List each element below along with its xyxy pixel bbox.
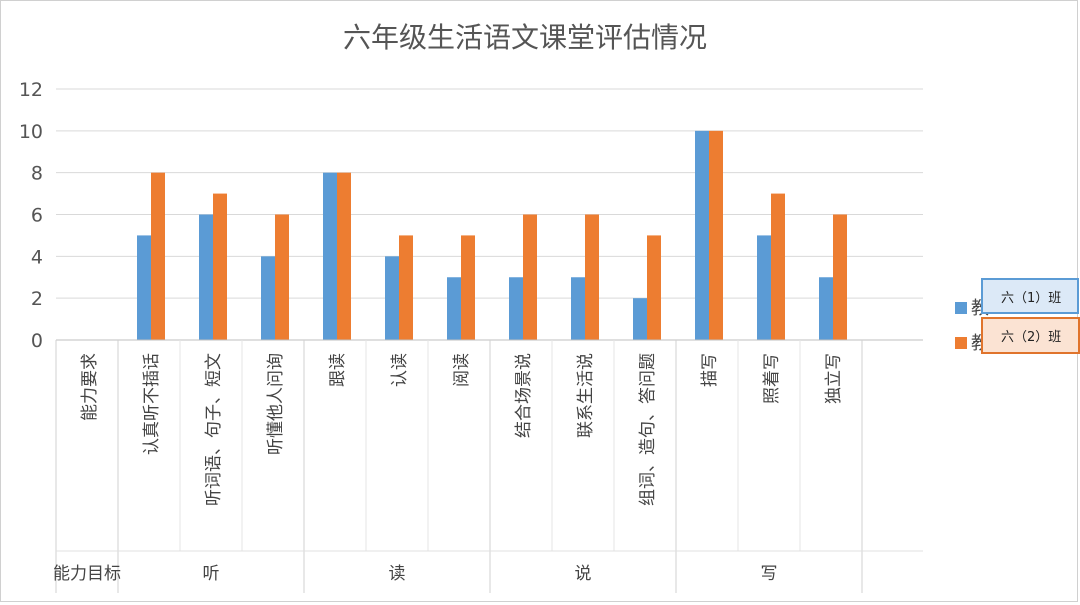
- x-category-label: 能力要求: [80, 353, 100, 421]
- bar-2: [709, 130, 723, 340]
- bar-1: [137, 235, 151, 340]
- legend-entry-class1[interactable]: 六（1）班: [981, 278, 1079, 314]
- bar-1: [633, 298, 647, 340]
- y-tick-label: 6: [31, 205, 43, 227]
- x-category-label: 联系生活说: [576, 353, 596, 438]
- x-category-label: 组词、造句、答问题: [638, 353, 658, 506]
- x-axis: 能力要求 认真听不插话 听词语、句子、短文 听懂他人问询 跟读 认读 阅读 结合场景说 联系生活…: [53, 339, 923, 593]
- bar-2: [771, 193, 785, 340]
- x-category-label: 认真听不插话: [142, 353, 162, 455]
- bar-1: [757, 235, 771, 340]
- bar-2: [833, 214, 847, 340]
- legend-swatch-class1: [955, 302, 967, 314]
- bar-2: [151, 172, 165, 340]
- legend-label-class1: 六（1）班: [1001, 290, 1062, 306]
- legend-swatch-class2: [955, 337, 967, 349]
- x-category-label: 结合场景说: [514, 353, 534, 438]
- y-tick-label: 8: [31, 163, 43, 185]
- bar-2: [461, 235, 475, 340]
- bar-1: [385, 256, 399, 340]
- y-tick-label: 0: [31, 330, 43, 352]
- x-category-label: 听懂他人问询: [266, 353, 286, 455]
- y-tick-label: 2: [31, 288, 43, 310]
- y-tick-label: 12: [19, 79, 43, 101]
- x-group-label: 能力目标: [53, 564, 121, 584]
- bar-1: [695, 130, 709, 340]
- x-category-label: 照着写: [762, 353, 782, 404]
- x-category-label: 描写: [700, 353, 720, 387]
- bar-1: [323, 172, 337, 340]
- bar-1: [261, 256, 275, 340]
- bar-2: [585, 214, 599, 340]
- x-group-label: 写: [761, 564, 778, 584]
- x-category-label: 独立写: [824, 353, 844, 404]
- x-category-label: 听词语、句子、短文: [204, 353, 224, 506]
- bar-2: [213, 193, 227, 340]
- x-category-label: 认读: [390, 353, 410, 387]
- x-group-label: 说: [575, 564, 592, 584]
- bar-2: [399, 235, 413, 340]
- x-group-label: 读: [389, 564, 406, 584]
- bar-1: [199, 214, 213, 340]
- bar-1: [819, 277, 833, 340]
- x-category-label: 阅读: [452, 353, 472, 387]
- legend-entry-class2[interactable]: 六（2）班: [981, 317, 1080, 354]
- bar-1: [447, 277, 461, 340]
- chart-title: 六年级生活语文课堂评估情况: [343, 21, 707, 54]
- bar-1: [509, 277, 523, 340]
- bar-2: [647, 235, 661, 340]
- bars: [137, 130, 847, 340]
- legend-label-class2: 六（2）班: [1001, 330, 1062, 345]
- x-group-label: 听: [203, 564, 220, 584]
- bar-2: [337, 172, 351, 340]
- y-tick-label: 4: [31, 246, 43, 268]
- bar-2: [275, 214, 289, 340]
- grid-lines: [56, 88, 923, 299]
- x-category-label: 跟读: [328, 353, 348, 387]
- bar-1: [571, 277, 585, 340]
- y-axis-ticks: 0 2 4 6 8 10 12: [19, 79, 43, 352]
- y-tick-label: 10: [19, 121, 43, 143]
- bar-2: [523, 214, 537, 340]
